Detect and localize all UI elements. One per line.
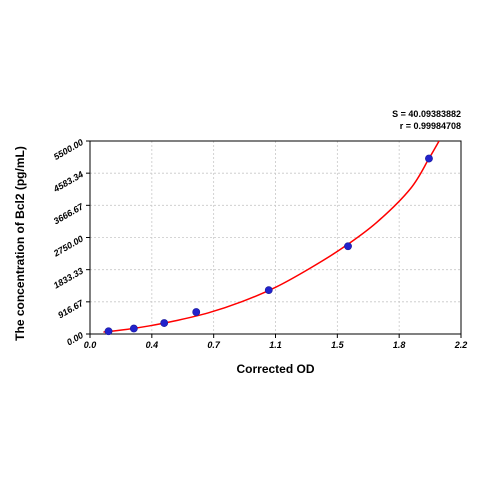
x-axis-ticks: 0.0 0.4 0.7 1.1 1.5 1.8 2.2 [84, 334, 468, 350]
fit-curve [103, 141, 440, 333]
x-tick-label: 0.4 [146, 340, 159, 350]
x-axis-title: Corrected OD [236, 362, 314, 376]
data-point [344, 242, 352, 251]
fit-curve-group [103, 141, 440, 333]
x-tick-label: 0.7 [207, 340, 221, 350]
data-point [192, 308, 201, 316]
data-point [129, 324, 138, 333]
x-tick-label: 2.2 [454, 340, 468, 350]
x-tick-label: 1.1 [269, 340, 282, 350]
grid [90, 141, 461, 334]
x-tick-label: 1.5 [331, 340, 345, 350]
data-point [264, 286, 273, 295]
data-point [425, 154, 433, 163]
stat-s-value: S = 40.09383882 [392, 109, 461, 119]
stat-r-value: r = 0.99984708 [400, 121, 461, 131]
data-points [104, 154, 433, 336]
data-point [104, 327, 113, 336]
y-axis-title: The concentration of Bcl2 (pg/mL) [13, 146, 27, 341]
x-tick-label: 1.8 [393, 340, 406, 350]
data-point [160, 319, 169, 327]
x-tick-label: 0.0 [84, 340, 97, 350]
